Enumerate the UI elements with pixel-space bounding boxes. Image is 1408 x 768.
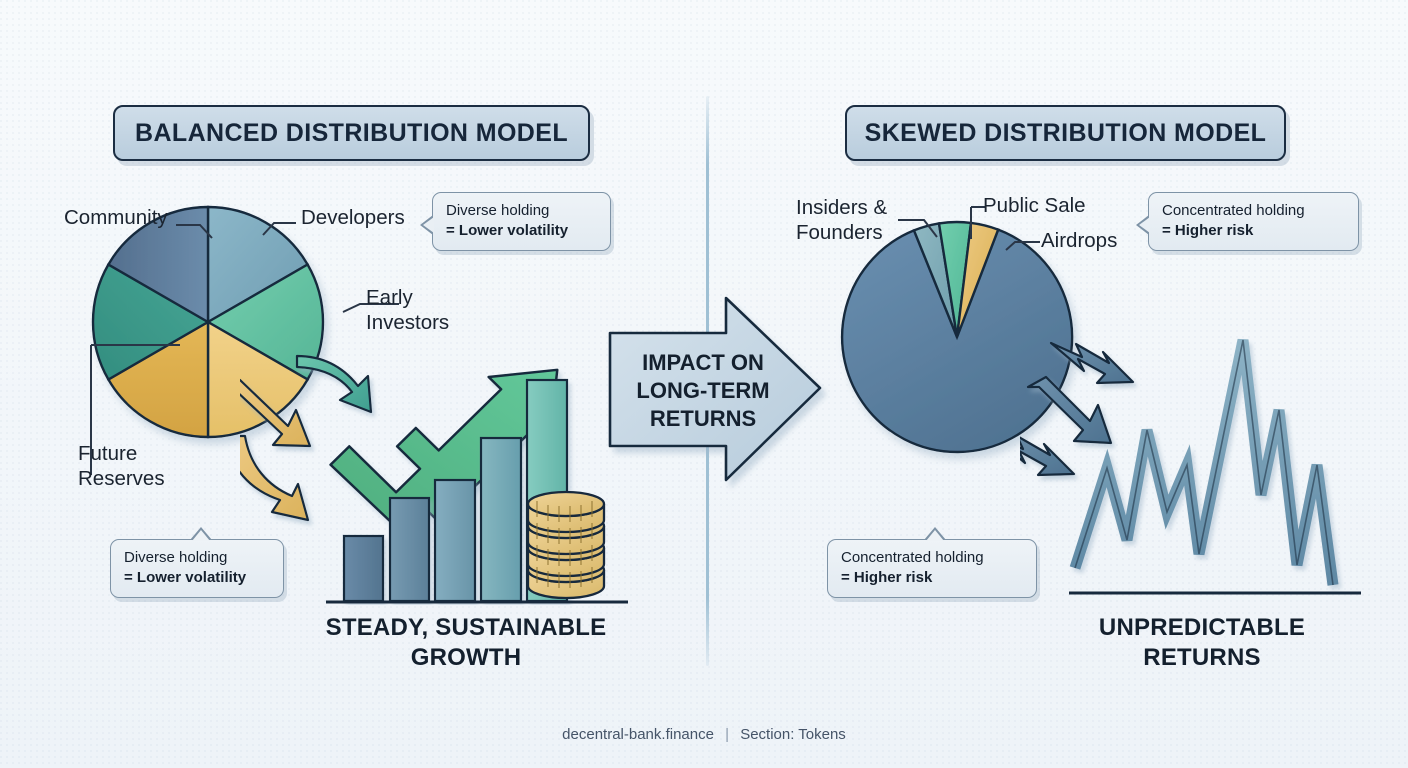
arrow-teal-curved <box>295 354 373 414</box>
callout-concentrated-holding-top: Concentrated holding = Higher risk <box>1136 192 1359 251</box>
balanced-transition-arrows <box>240 354 373 522</box>
footer: decentral-bank.finance | Section: Tokens <box>0 726 1408 743</box>
growth-bar-chart <box>326 368 628 604</box>
impact-arrow: IMPACT ON LONG-TERM RETURNS <box>608 296 822 482</box>
callout-line-1: Concentrated holding <box>841 549 984 566</box>
arrow-gold-curved <box>240 434 310 522</box>
impact-arrow-line-3: RETURNS <box>650 406 756 431</box>
pie-slice-community <box>106 205 210 325</box>
pie-slice-light-gold <box>206 319 310 439</box>
label-public-sale: Public Sale <box>983 194 1086 217</box>
skewed-model-title: SKEWED DISTRIBUTION MODEL <box>845 105 1286 161</box>
callout-line-2: = Lower volatility <box>446 222 569 239</box>
volatility-line-chart <box>1069 338 1361 595</box>
label-future-reserves: Future Reserves <box>78 442 165 490</box>
callout-line-2: = Higher risk <box>1162 222 1254 239</box>
skewed-pie-leader-lines <box>898 206 1040 251</box>
pie-slice-future-reserves <box>106 319 210 439</box>
pie-slice-developers <box>206 205 310 325</box>
callout-line-1: Concentrated holding <box>1162 202 1305 219</box>
volatility-polyline-outline <box>1074 339 1334 586</box>
bar-3 <box>433 478 477 603</box>
callout-line-2: = Higher risk <box>841 569 933 586</box>
arrow-bolt-1 <box>1049 341 1135 385</box>
impact-arrow-line-1: IMPACT ON <box>642 350 764 375</box>
skewed-transition-arrows <box>1020 341 1135 477</box>
pie-slice-early-investors <box>205 262 325 382</box>
callout-line-1: Diverse holding <box>124 549 228 566</box>
label-community: Community <box>64 206 168 229</box>
label-airdrops: Airdrops <box>1041 229 1118 252</box>
label-early-investors: Early Investors <box>366 286 450 334</box>
caption-unpredictable-returns: UNPREDICTABLE RETURNS <box>1098 614 1306 671</box>
callout-concentrated-holding-bottom: Concentrated holding = Higher risk <box>827 527 1037 598</box>
callout-diverse-holding-bottom: Diverse holding = Lower volatility <box>110 527 284 598</box>
callout-line-2: = Lower volatility <box>124 569 247 586</box>
label-developers: Developers <box>301 206 405 229</box>
callout-diverse-holding-top: Diverse holding = Lower volatility <box>420 192 611 251</box>
balanced-pie-chart <box>91 205 325 439</box>
bar-4 <box>479 436 523 603</box>
footer-separator: | <box>725 726 730 743</box>
coin-stack <box>526 490 606 600</box>
label-insiders-founders: Insiders & Founders <box>796 196 888 244</box>
balanced-model-title: BALANCED DISTRIBUTION MODEL <box>113 105 590 161</box>
footer-site: decentral-bank.finance <box>562 726 714 743</box>
arrow-bolt-2 <box>1026 375 1113 445</box>
bar-1 <box>342 534 385 603</box>
impact-arrow-line-2: LONG-TERM <box>636 378 769 403</box>
footer-section: Section: Tokens <box>740 726 846 743</box>
pie-slice-teal <box>91 262 211 382</box>
arrow-bolt-3 <box>1020 436 1076 477</box>
pie-slice-insiders-founders <box>840 228 1074 454</box>
caption-steady-growth: STEADY, SUSTAINABLE GROWTH <box>325 614 607 671</box>
bar-2 <box>388 496 431 603</box>
callout-line-1: Diverse holding <box>446 202 550 219</box>
balanced-pie-leader-lines <box>90 222 399 475</box>
skewed-pie-chart <box>840 220 1074 454</box>
arrow-gold-straight <box>240 378 312 448</box>
